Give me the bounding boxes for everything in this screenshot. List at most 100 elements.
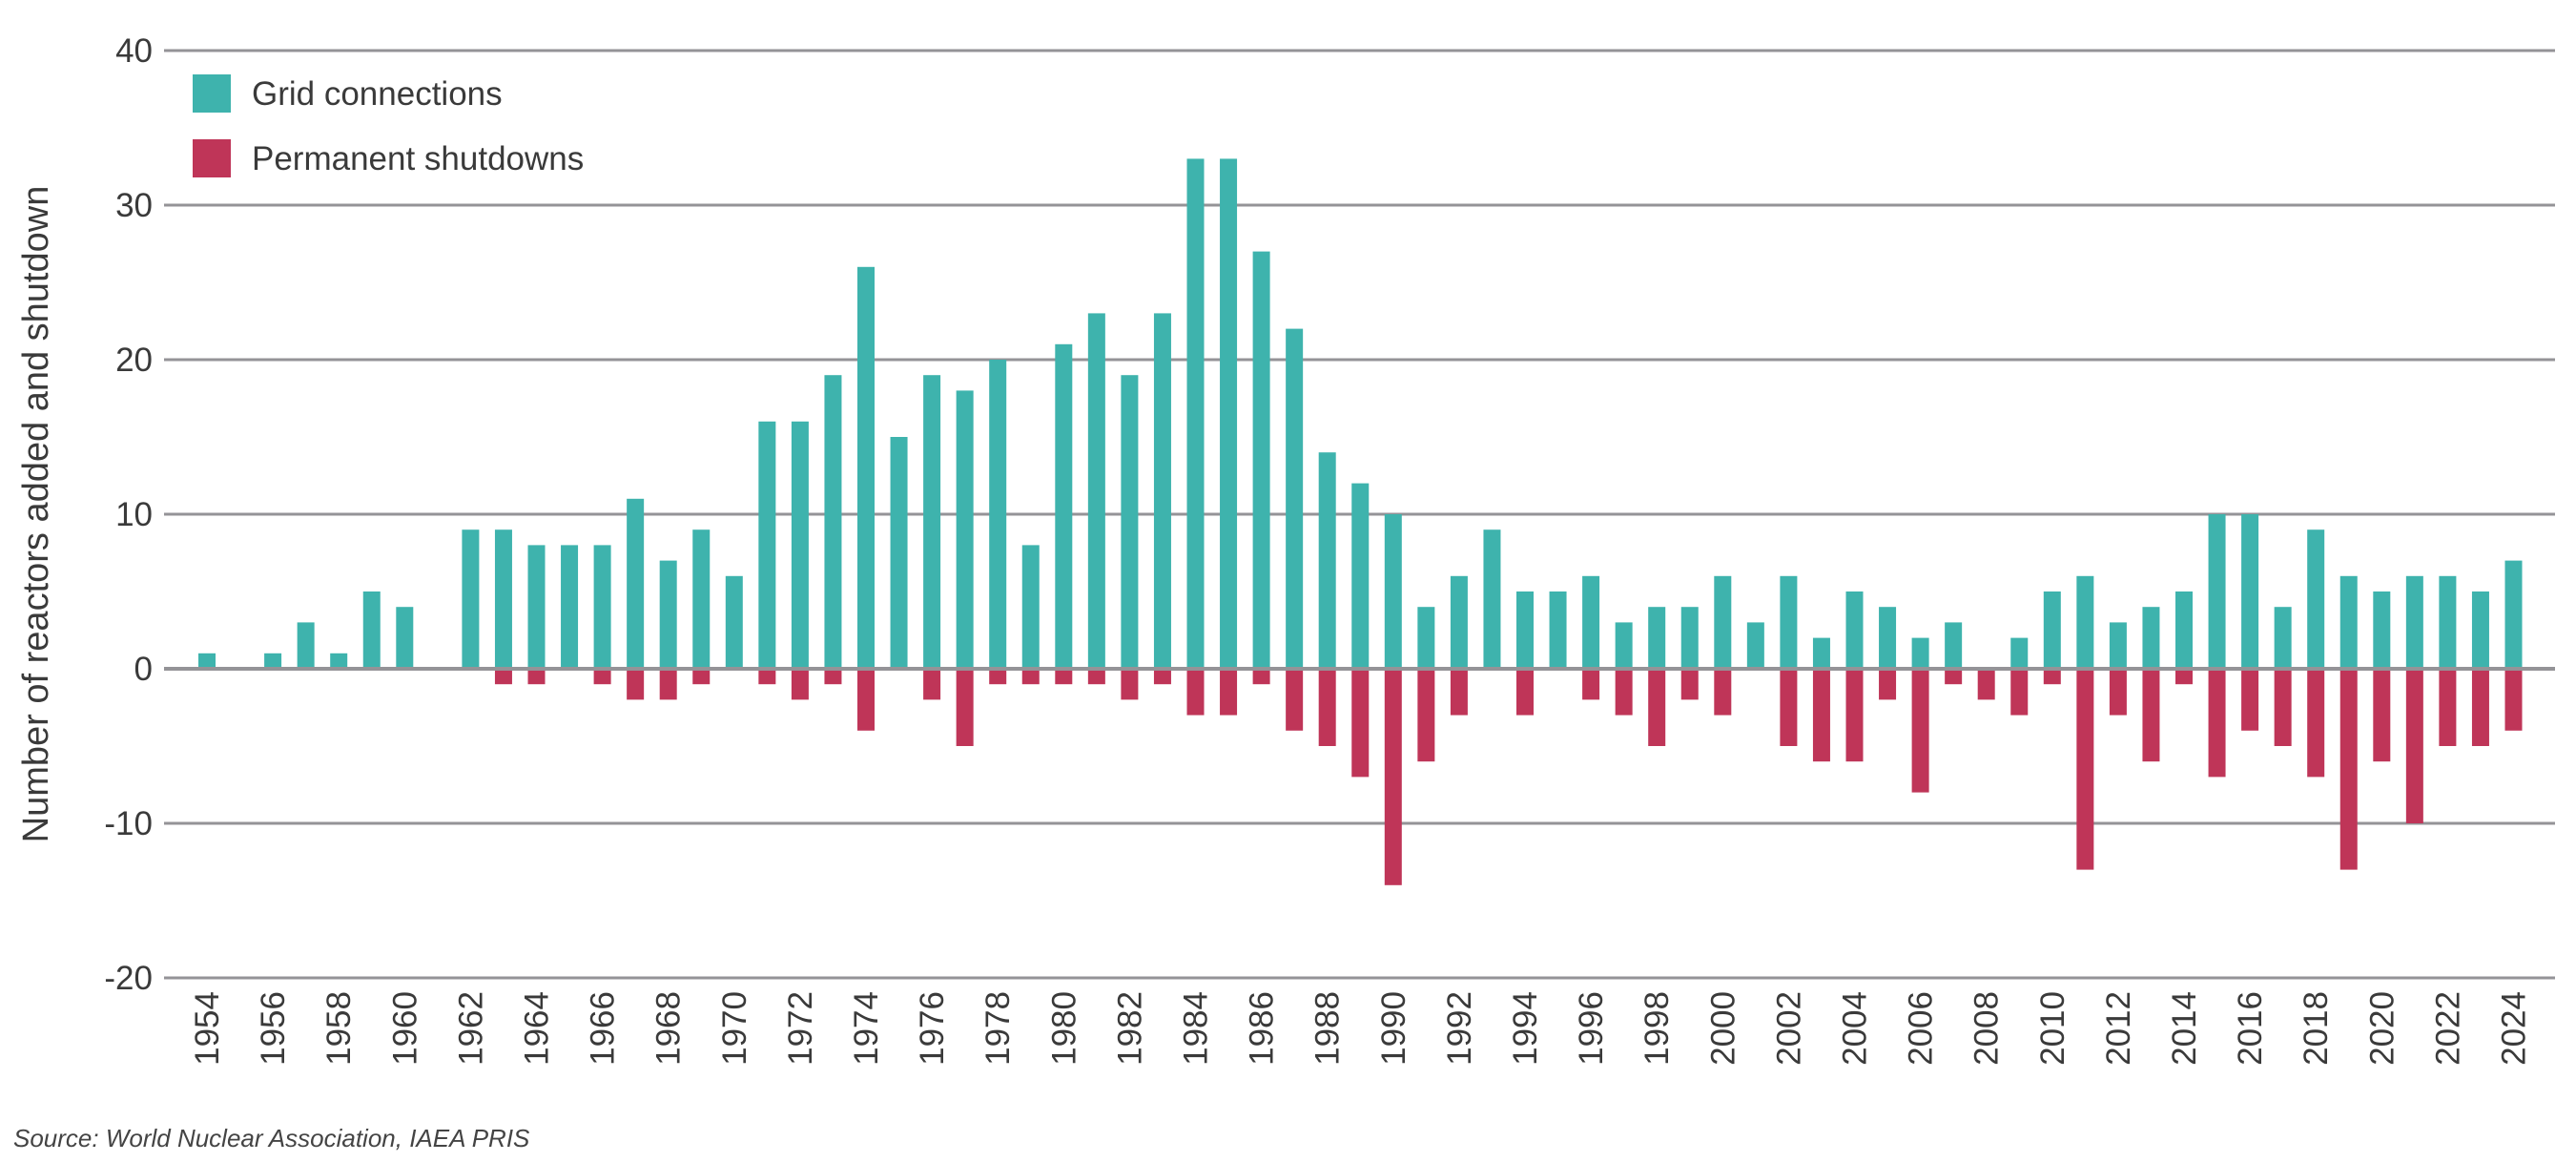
grid-connection-bar-1984 [1186,158,1205,669]
shutdown-bar-2005 [1879,669,1897,700]
shutdown-bar-1969 [692,669,711,685]
grid-connection-bar-1967 [627,498,645,669]
x-tick-label: 1964 [519,991,556,1066]
grid-connection-bar-1999 [1680,607,1699,669]
x-tick-label: 1958 [320,991,358,1066]
grid-connection-bar-1959 [362,591,381,669]
y-tick-label: 0 [134,651,153,688]
grid-connection-bar-2016 [2241,514,2259,669]
shutdown-bar-2024 [2504,669,2523,731]
grid-connection-bar-2001 [1746,622,1764,669]
shutdown-bar-1983 [1153,669,1171,685]
grid-connection-bar-1965 [561,545,579,669]
grid-connection-bar-2013 [2142,607,2160,669]
grid-connection-bar-1970 [725,575,743,669]
grid-connection-bar-1954 [198,653,216,669]
shutdown-bar-2014 [2175,669,2193,685]
x-tick-label: 1992 [1441,991,1478,1066]
shutdown-bar-1992 [1450,669,1468,716]
x-tick-label: 1956 [255,991,292,1066]
grid-connection-bar-1963 [494,529,512,669]
grid-connection-bar-1985 [1220,158,1238,669]
x-tick-label: 1974 [848,991,885,1066]
shutdown-bar-1981 [1087,669,1105,685]
shutdown-bar-1973 [824,669,842,685]
bars [198,158,2523,885]
grid-connection-bar-2000 [1714,575,1732,669]
y-tick-label: 40 [115,32,153,70]
shutdown-bar-2002 [1780,669,1798,746]
grid-connection-bar-2014 [2175,591,2193,669]
x-tick-label: 2010 [2034,991,2071,1066]
shutdown-bar-1979 [1021,669,1040,685]
shutdown-bar-1989 [1351,669,1370,778]
legend-swatch-permanent-shutdowns [193,139,231,177]
x-tick-label: 2012 [2100,991,2137,1066]
grid-connection-bar-2009 [2010,637,2029,669]
shutdown-bar-1976 [923,669,941,700]
x-tick-labels: 1954 1956 1958 1960 1962 1964 1966 1968 1970 1972… [189,991,2533,1066]
shutdown-bar-2003 [1812,669,1830,762]
grid-connection-bar-1966 [593,545,611,669]
x-tick-label: 1990 [1375,991,1412,1066]
y-tick-label: 30 [115,187,153,224]
x-tick-label: 1994 [1507,991,1544,1066]
shutdown-bar-1972 [791,669,809,700]
grid-connection-bar-1977 [956,390,974,669]
grid-connection-bar-2010 [2043,591,2061,669]
grid-connection-bar-2017 [2274,607,2292,669]
x-tick-label: 1976 [914,991,951,1066]
y-tick-label: 20 [115,342,153,379]
grid-connection-bar-1956 [264,653,282,669]
x-tick-label: 1966 [585,991,622,1066]
x-tick-label: 1978 [979,991,1017,1066]
grid-connection-bar-1957 [297,622,315,669]
grid-connection-bar-2022 [2439,575,2457,669]
grid-connection-bar-1994 [1516,591,1534,669]
grid-connection-bar-1992 [1450,575,1468,669]
shutdown-bar-1997 [1615,669,1633,716]
x-tick-label: 2004 [1837,991,1874,1066]
shutdown-bar-2022 [2439,669,2457,746]
grid-connection-bar-1981 [1087,313,1105,669]
x-tick-label: 2016 [2232,991,2269,1066]
grid-connection-bar-1973 [824,375,842,669]
grid-connection-bar-1991 [1417,607,1435,669]
x-tick-label: 1988 [1309,991,1347,1066]
grid-connection-bar-1993 [1483,529,1501,669]
shutdown-bar-1999 [1680,669,1699,700]
grid-connection-bar-1958 [330,653,348,669]
x-tick-label: 1968 [650,991,688,1066]
grid-connection-bar-2015 [2208,514,2226,669]
grid-connection-bar-2021 [2405,575,2423,669]
grid-connection-bar-2006 [1911,637,1929,669]
grid-connection-bar-1972 [791,421,809,669]
x-tick-label: 1960 [386,991,423,1066]
grid-connection-bar-2002 [1780,575,1798,669]
x-tick-label: 1998 [1638,991,1676,1066]
shutdown-bar-2004 [1845,669,1864,762]
grid-connection-bar-1983 [1153,313,1171,669]
x-tick-label: 2008 [1968,991,2006,1066]
grid-connection-bar-1995 [1549,591,1567,669]
shutdown-bar-1977 [956,669,974,746]
shutdown-bar-2020 [2373,669,2391,762]
grid-connection-bar-2019 [2339,575,2358,669]
x-tick-label: 2014 [2166,991,2203,1066]
x-tick-label: 1986 [1244,991,1281,1066]
x-tick-label: 1996 [1573,991,1610,1066]
grid-connection-bar-2004 [1845,591,1864,669]
shutdown-bar-2018 [2307,669,2325,778]
grid-connection-bar-2005 [1879,607,1897,669]
x-tick-label: 1982 [1111,991,1148,1066]
shutdown-bar-2013 [2142,669,2160,762]
x-tick-label: 2020 [2363,991,2401,1066]
shutdown-bar-1985 [1220,669,1238,716]
x-tick-label: 2024 [2496,991,2533,1066]
shutdown-bar-1963 [494,669,512,685]
grid-connection-bar-1980 [1055,343,1073,669]
legend-swatch-grid-connections [193,74,231,113]
grid-connection-bar-1962 [462,529,480,669]
grid-connection-bar-2011 [2076,575,2094,669]
shutdown-bar-1986 [1252,669,1270,685]
